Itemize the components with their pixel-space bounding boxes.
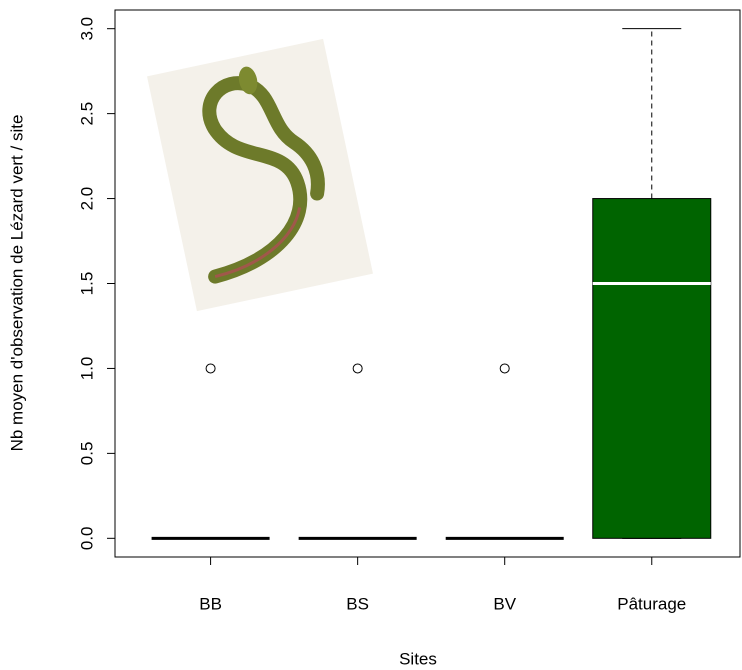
lizard-photo [147, 39, 373, 311]
x-tick-label: BB [199, 594, 222, 613]
outlier [500, 364, 509, 373]
x-axis-label: Sites [399, 649, 437, 668]
box [593, 199, 711, 539]
x-tick-label: BV [493, 594, 516, 613]
y-tick-label: 2.0 [77, 187, 96, 211]
y-tick-label: 3.0 [77, 17, 96, 41]
y-tick-label: 2.5 [77, 102, 96, 126]
y-tick-label: 0.5 [77, 442, 96, 466]
outlier [353, 364, 362, 373]
y-axis-label: Nb moyen d'observation de Lézard vert / … [7, 115, 26, 452]
page: Sites Nb moyen d'observation de Lézard v… [0, 0, 742, 670]
y-tick-label: 1.5 [77, 272, 96, 296]
y-tick-label: 0.0 [77, 526, 96, 550]
y-tick-label: 1.0 [77, 357, 96, 381]
outlier [206, 364, 215, 373]
chart: Sites Nb moyen d'observation de Lézard v… [0, 0, 742, 670]
x-tick-label: Pâturage [617, 594, 686, 613]
x-tick-label: BS [346, 594, 369, 613]
photo-background [147, 39, 373, 311]
